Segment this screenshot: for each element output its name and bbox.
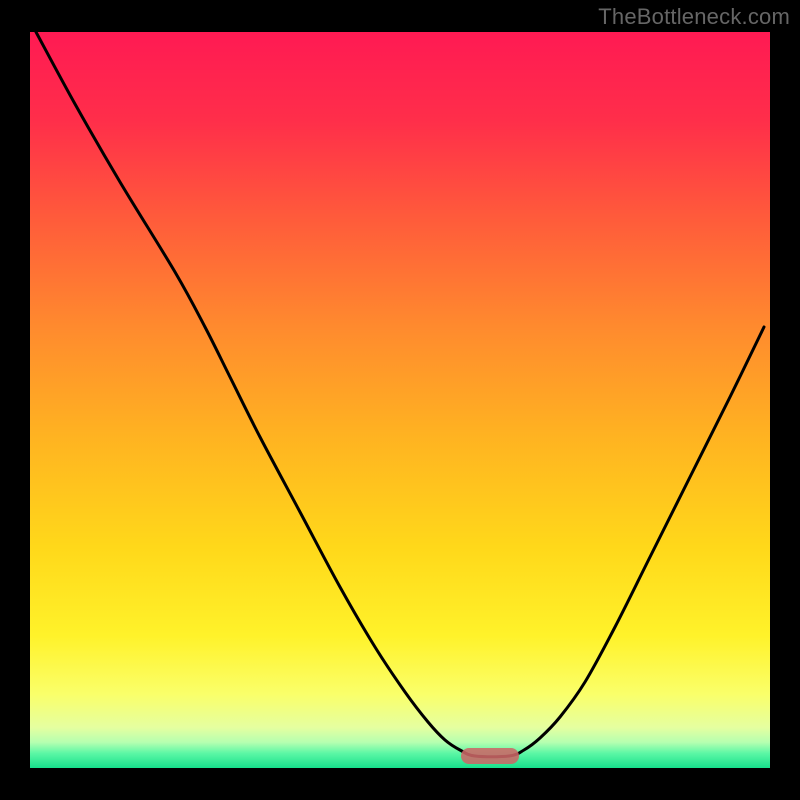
optimal-marker — [461, 748, 519, 764]
gradient-background — [30, 32, 770, 768]
chart-stage: TheBottleneck.com — [0, 0, 800, 800]
bottleneck-chart — [0, 0, 800, 800]
watermark-text: TheBottleneck.com — [598, 4, 790, 30]
